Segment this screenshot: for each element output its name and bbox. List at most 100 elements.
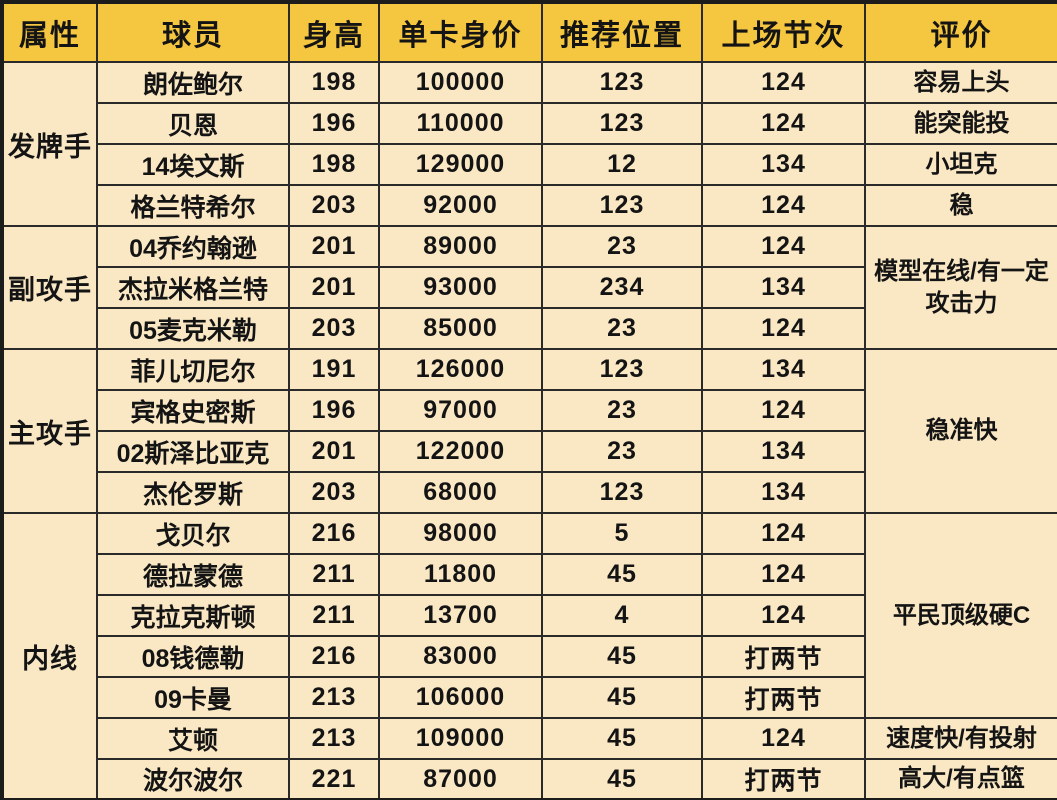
attribute-cell: 内线	[1, 512, 98, 800]
position-cell: 5	[541, 512, 703, 555]
price-cell: 93000	[378, 266, 543, 309]
quarters-cell: 124	[701, 61, 866, 104]
height-cell: 216	[288, 635, 380, 678]
price-cell: 109000	[378, 717, 543, 760]
rating-cell: 小坦克	[864, 143, 1057, 186]
position-cell: 23	[541, 430, 703, 473]
price-cell: 126000	[378, 348, 543, 391]
quarters-cell: 134	[701, 430, 866, 473]
rating-cell: 稳准快	[864, 348, 1057, 514]
header-player: 球员	[96, 1, 290, 63]
height-cell: 213	[288, 676, 380, 719]
height-cell: 211	[288, 594, 380, 637]
player-cell: 09卡曼	[96, 676, 290, 719]
header-position: 推荐位置	[541, 1, 703, 63]
position-cell: 123	[541, 61, 703, 104]
position-cell: 23	[541, 389, 703, 432]
header-price: 单卡身价	[378, 1, 543, 63]
position-cell: 234	[541, 266, 703, 309]
price-cell: 110000	[378, 102, 543, 145]
player-cell: 宾格史密斯	[96, 389, 290, 432]
position-cell: 123	[541, 102, 703, 145]
player-cell: 克拉克斯顿	[96, 594, 290, 637]
player-cell: 艾顿	[96, 717, 290, 760]
quarters-cell: 124	[701, 717, 866, 760]
quarters-cell: 134	[701, 348, 866, 391]
quarters-cell: 打两节	[701, 635, 866, 678]
height-cell: 201	[288, 266, 380, 309]
player-cell: 04乔约翰逊	[96, 225, 290, 268]
quarters-cell: 打两节	[701, 676, 866, 719]
quarters-cell: 124	[701, 184, 866, 227]
attribute-cell: 发牌手	[1, 61, 98, 227]
table-row: 发牌手 朗佐鲍尔 198 100000 123 124 容易上头	[1, 61, 1057, 227]
player-cell: 菲儿切尼尔	[96, 348, 290, 391]
height-cell: 196	[288, 102, 380, 145]
height-cell: 216	[288, 512, 380, 555]
position-cell: 45	[541, 717, 703, 760]
price-cell: 92000	[378, 184, 543, 227]
table-row: 08钱德勒 216 83000 45 打两节	[2, 635, 1057, 678]
player-cell: 杰拉米格兰特	[96, 266, 290, 309]
quarters-cell: 124	[701, 512, 866, 555]
player-cell: 08钱德勒	[96, 635, 290, 678]
height-cell: 191	[288, 348, 380, 391]
header-rating: 评价	[864, 1, 1057, 63]
quarters-cell: 134	[701, 266, 866, 309]
height-cell: 203	[288, 184, 380, 227]
player-cell: 波尔波尔	[96, 758, 290, 800]
rating-cell: 速度快/有投射	[864, 717, 1057, 760]
table-row: 02斯泽比亚克 201 122000 23 134	[2, 430, 1057, 473]
quarters-cell: 124	[701, 389, 866, 432]
rating-cell: 高大/有点篮	[864, 758, 1057, 800]
table-row: 05麦克米勒 203 85000 23 124	[2, 307, 1057, 350]
height-cell: 198	[288, 143, 380, 186]
height-cell: 196	[288, 389, 380, 432]
table-row: 克拉克斯顿 211 13700 4 124	[2, 594, 1057, 637]
table-row: 波尔波尔 221 87000 45 打两节 高大/有点篮	[2, 758, 1057, 800]
price-cell: 87000	[378, 758, 543, 800]
price-cell: 11800	[378, 553, 543, 596]
quarters-cell: 124	[701, 102, 866, 145]
table-row: 14埃文斯 198 129000 12 134 小坦克	[2, 143, 1057, 186]
height-cell: 201	[288, 430, 380, 473]
table-row: 主攻手 菲儿切尼尔 191 126000 123 134 稳准快	[1, 348, 1057, 514]
price-cell: 100000	[378, 61, 543, 104]
player-cell: 格兰特希尔	[96, 184, 290, 227]
quarters-cell: 124	[701, 594, 866, 637]
position-cell: 45	[541, 676, 703, 719]
position-cell: 45	[541, 758, 703, 800]
header-quarters: 上场节次	[701, 1, 866, 63]
price-cell: 89000	[378, 225, 543, 268]
player-cell: 05麦克米勒	[96, 307, 290, 350]
position-cell: 23	[541, 307, 703, 350]
height-cell: 221	[288, 758, 380, 800]
price-cell: 98000	[378, 512, 543, 555]
table-row: 杰拉米格兰特 201 93000 234 134	[2, 266, 1057, 309]
table-row: 内线 戈贝尔 216 98000 5 124 平民顶级硬C	[1, 512, 1057, 800]
player-cell: 德拉蒙德	[96, 553, 290, 596]
position-cell: 23	[541, 225, 703, 268]
height-cell: 203	[288, 307, 380, 350]
quarters-cell: 134	[701, 143, 866, 186]
table-row: 副攻手 04乔约翰逊 201 89000 23 124 模型在线/有一定攻击力	[1, 225, 1057, 350]
price-cell: 97000	[378, 389, 543, 432]
height-cell: 203	[288, 471, 380, 514]
price-cell: 129000	[378, 143, 543, 186]
quarters-cell: 124	[701, 307, 866, 350]
position-cell: 45	[541, 635, 703, 678]
position-cell: 4	[541, 594, 703, 637]
player-cell: 杰伦罗斯	[96, 471, 290, 514]
header-row: 属性 球员 身高 单卡身价 推荐位置 上场节次 评价	[1, 1, 1057, 63]
table-row: 宾格史密斯 196 97000 23 124	[2, 389, 1057, 432]
table-row: 贝恩 196 110000 123 124 能突能投	[2, 102, 1057, 145]
rating-cell: 稳	[864, 184, 1057, 227]
header-height: 身高	[288, 1, 380, 63]
player-cell: 02斯泽比亚克	[96, 430, 290, 473]
player-cell: 14埃文斯	[96, 143, 290, 186]
price-cell: 13700	[378, 594, 543, 637]
position-cell: 123	[541, 348, 703, 391]
table-row: 艾顿 213 109000 45 124 速度快/有投射	[2, 717, 1057, 760]
price-cell: 68000	[378, 471, 543, 514]
